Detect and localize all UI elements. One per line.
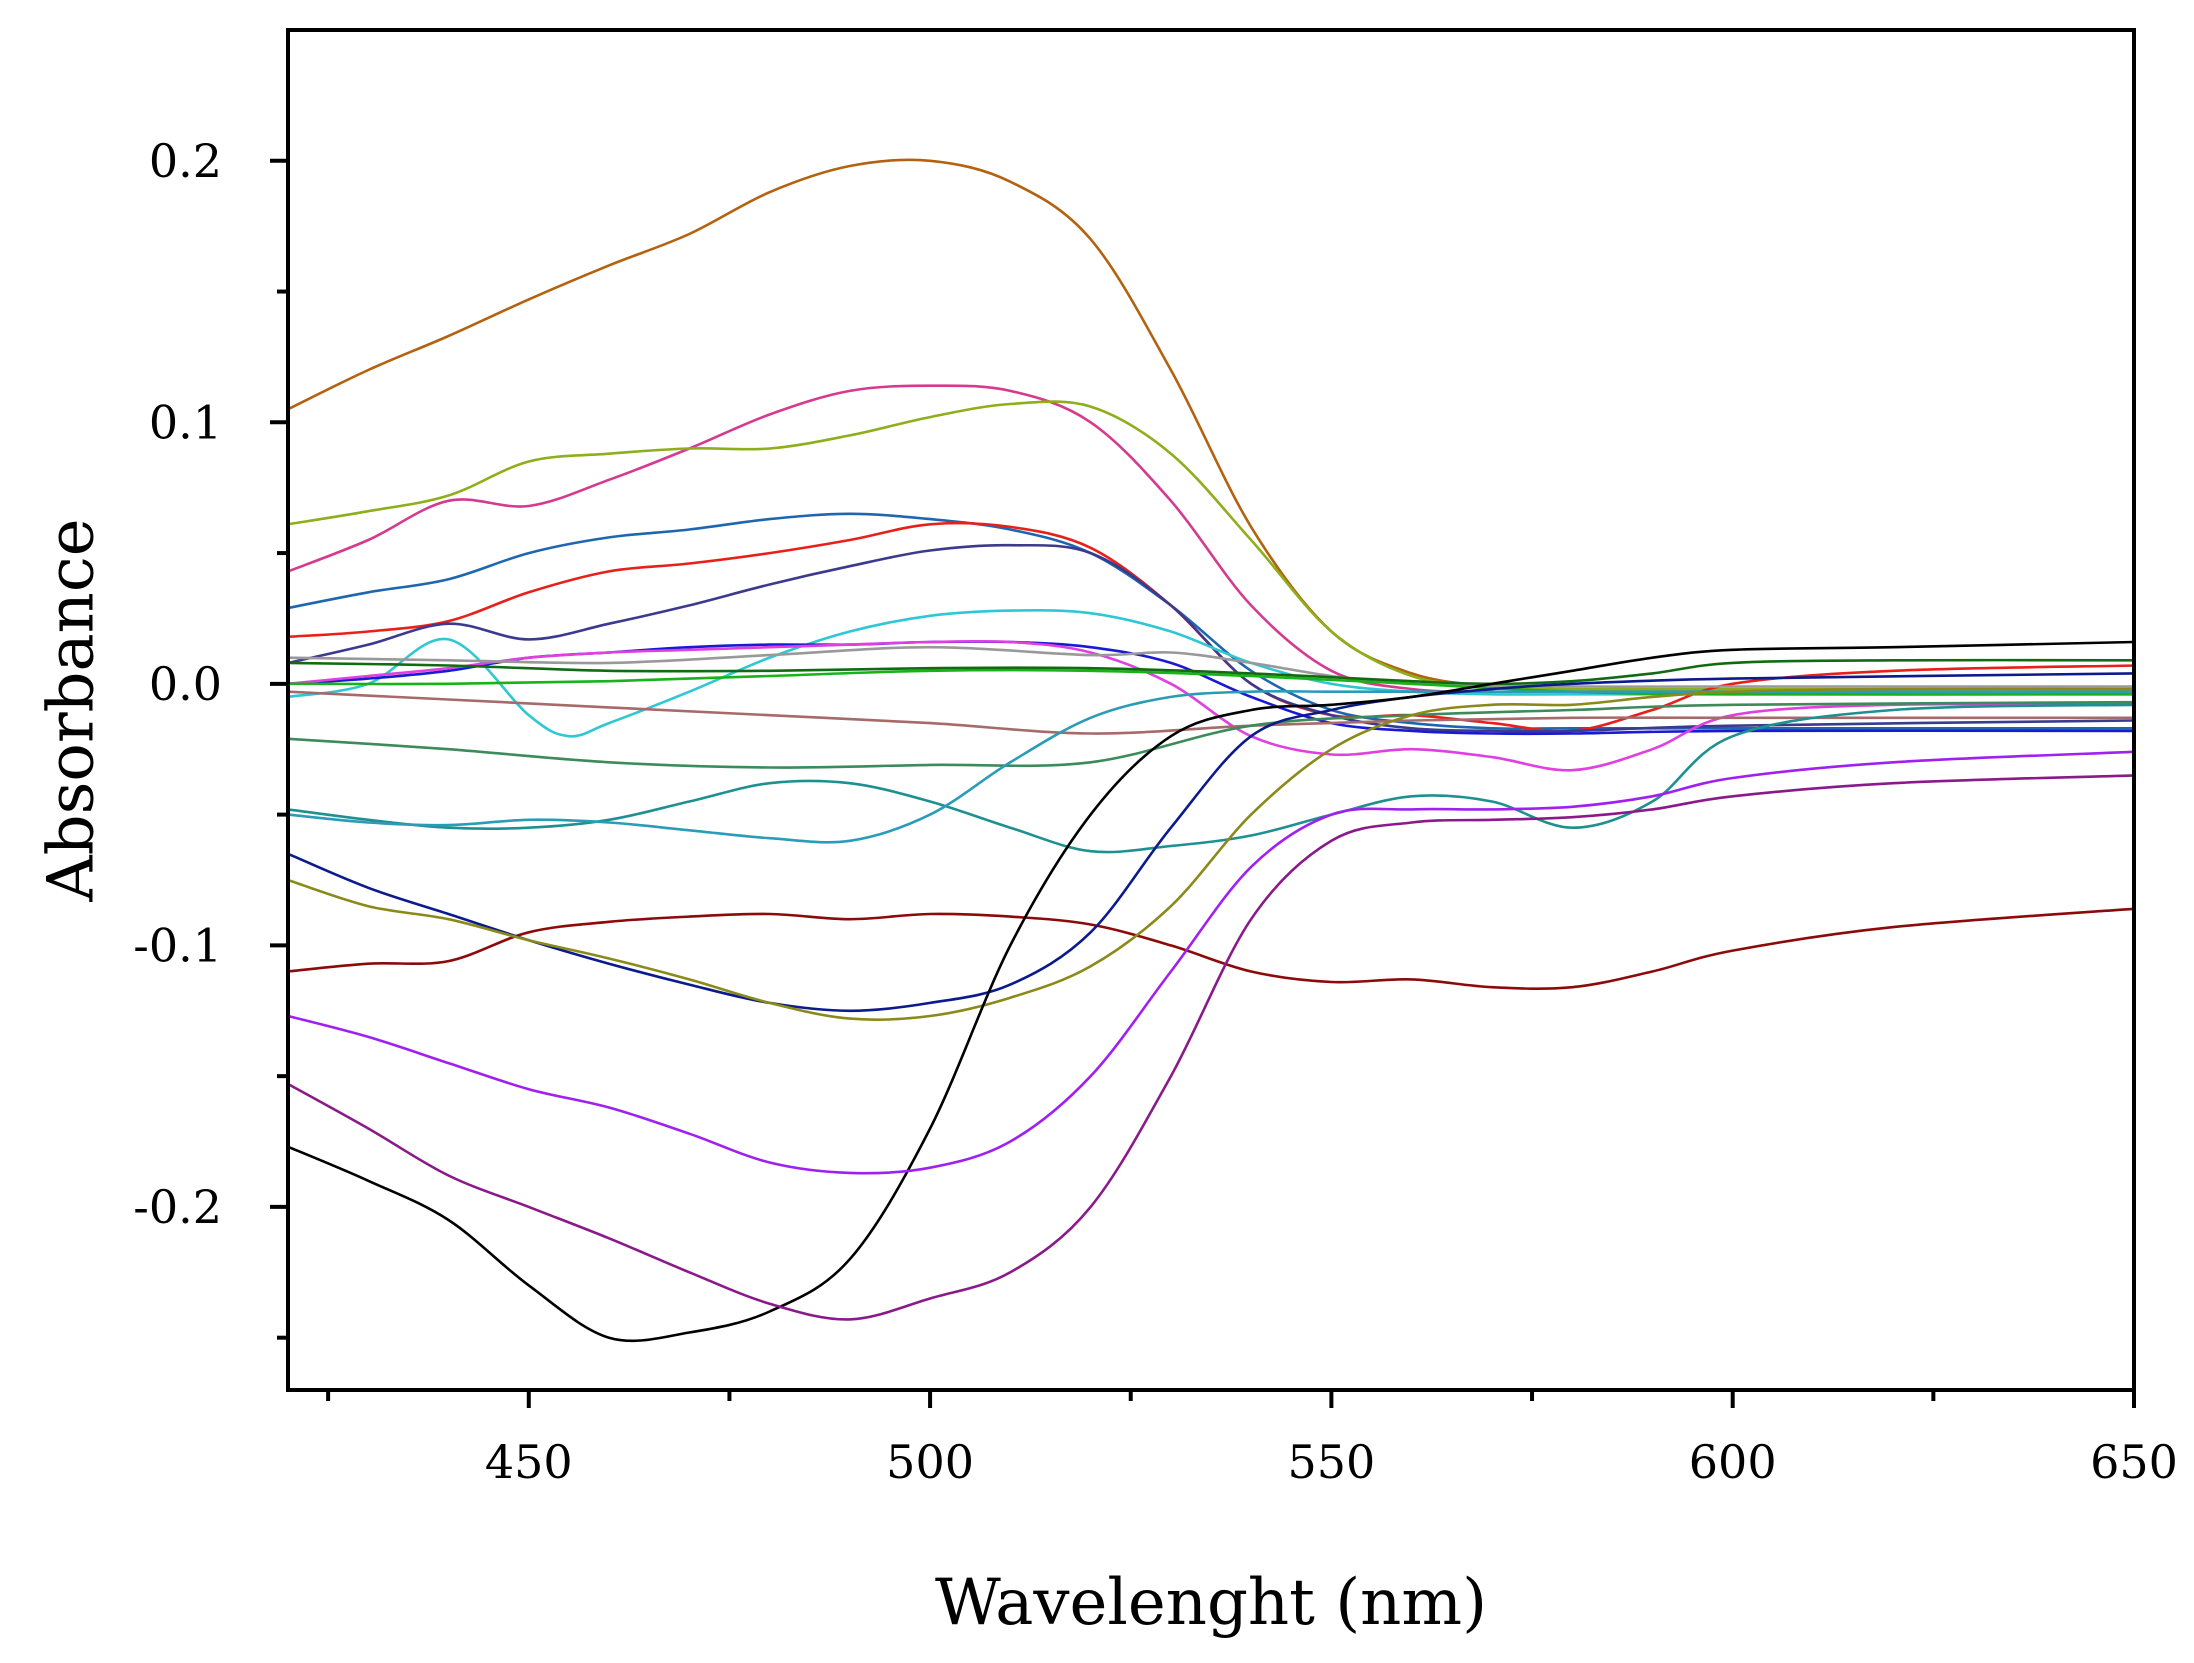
- series-line-indigo: [286, 543, 2136, 733]
- x-tick-label: 550: [1287, 1435, 1375, 1489]
- y-tick-label: 0.0: [149, 657, 222, 711]
- series-line-sea-green: [286, 700, 2136, 769]
- x-tick-label: 450: [485, 1435, 573, 1489]
- x-axis-title: Wavelenght (nm): [935, 1566, 1487, 1640]
- series-line-olive: [286, 687, 2136, 1021]
- y-tick-label: 0.2: [149, 134, 222, 188]
- y-axis-title: Absorbance: [34, 518, 108, 902]
- x-axis-ticks: 450 500 550 600 650: [326, 1390, 2178, 1489]
- x-tick-label: 600: [1689, 1435, 1777, 1489]
- y-tick-label: -0.1: [133, 918, 222, 972]
- series-line-cyan: [286, 609, 2136, 738]
- y-axis-ticks: -0.2 -0.1 0.0 0.1 0.2: [133, 134, 288, 1340]
- x-tick-label: 500: [886, 1435, 974, 1489]
- series-line-black: [286, 640, 2136, 1343]
- series-line-teal: [286, 703, 2136, 854]
- y-tick-label: -0.2: [133, 1180, 222, 1234]
- series-line-olive-green: [286, 400, 2136, 691]
- y-tick-label: 0.1: [149, 395, 222, 449]
- series-line-light-teal: [286, 690, 2136, 844]
- x-tick-label: 650: [2090, 1435, 2178, 1489]
- series-line-gray: [286, 645, 2136, 688]
- series-line-dark-green: [286, 658, 2136, 686]
- series-line-dark-red: [286, 907, 2136, 990]
- series-line-mauve: [286, 690, 2136, 735]
- series-layer: [286, 158, 2136, 1343]
- series-line-purple: [286, 750, 2136, 1175]
- plot-frame: [286, 28, 2136, 1392]
- series-line-brown-orange: [286, 158, 2136, 694]
- series-line-plum: [286, 774, 2136, 1321]
- axes-layer: [286, 28, 2136, 1392]
- series-line-steel-blue: [286, 512, 2136, 730]
